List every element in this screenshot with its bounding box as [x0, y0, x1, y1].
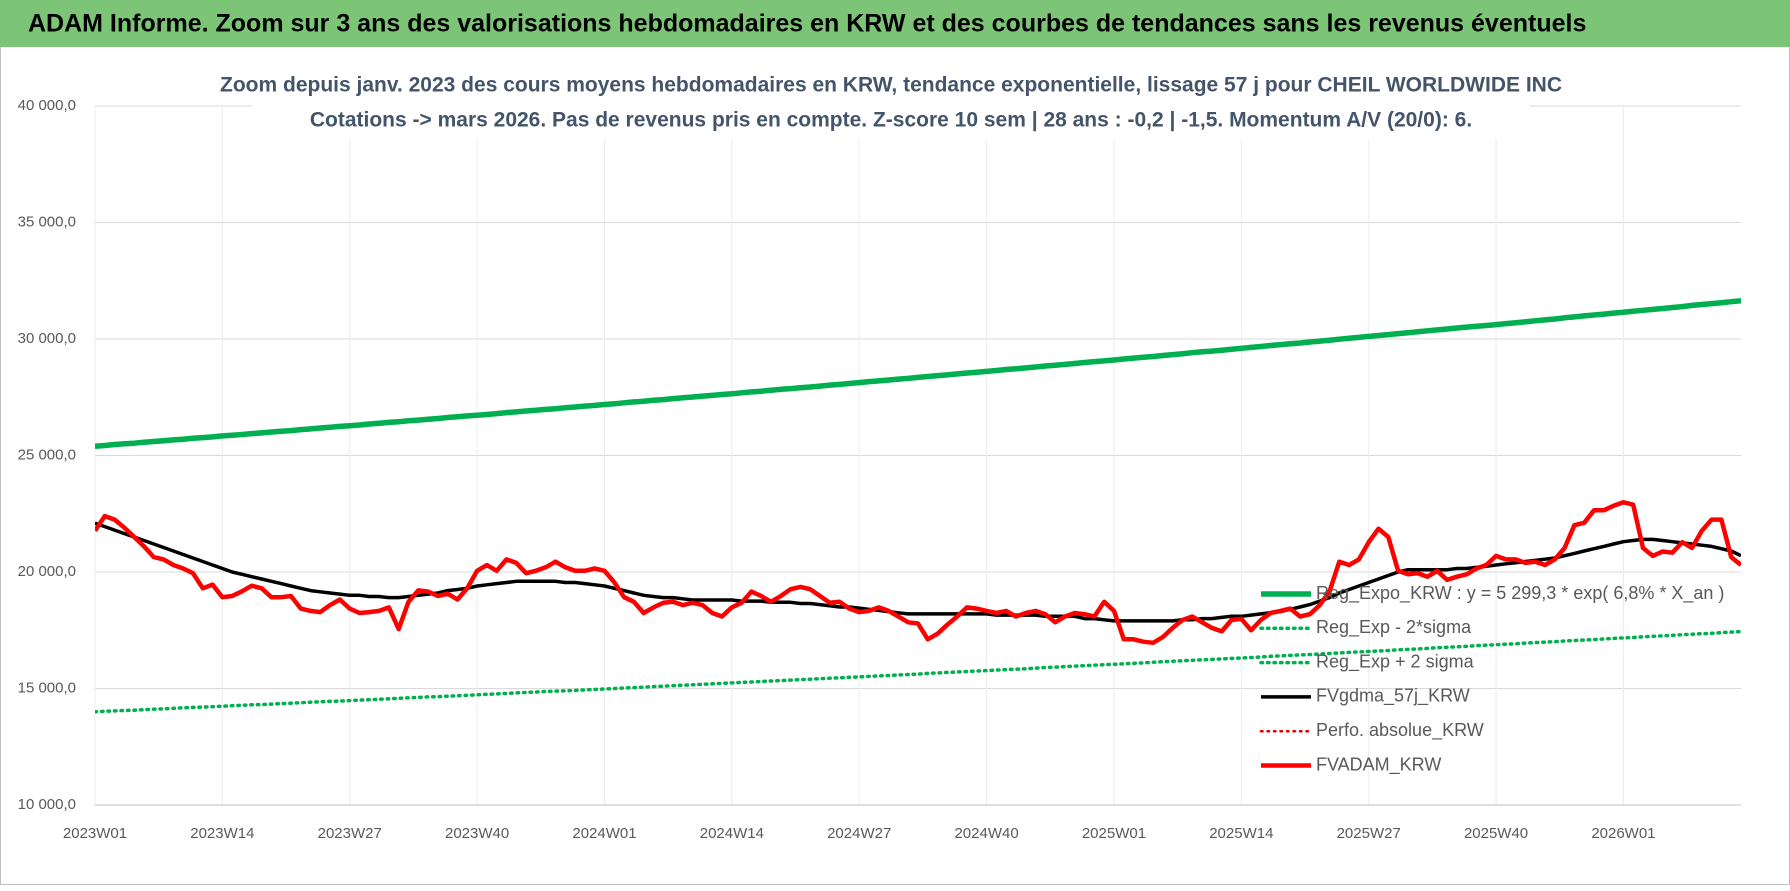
legend-label: FVADAM_KRW — [1316, 754, 1441, 775]
x-tick-label: 2025W40 — [1464, 825, 1528, 842]
series-line — [95, 521, 1741, 623]
plot — [95, 298, 1741, 714]
x-tick-label: 2025W01 — [1082, 825, 1146, 842]
legend-label: Perfo. absolue_KRW — [1316, 720, 1484, 741]
x-tick-label: 2023W14 — [190, 825, 254, 842]
x-tick-label: 2023W01 — [63, 825, 127, 842]
x-tick-label: 2023W27 — [318, 825, 382, 842]
y-tick-label: 40 000,0 — [18, 97, 76, 114]
y-tick-label: 35 000,0 — [18, 213, 76, 230]
header-bar — [0, 0, 1790, 47]
chart-subtitle: Cotations -> mars 2026. Pas de revenus p… — [310, 109, 1472, 132]
legend-label: Reg_Exp - 2*sigma — [1316, 617, 1472, 638]
legend-label: FVgdma_57j_KRW — [1316, 686, 1470, 707]
header-title: ADAM Informe. Zoom sur 3 ans des valoris… — [28, 10, 1586, 38]
y-tick-label: 20 000,0 — [18, 563, 76, 580]
title-box — [252, 66, 1530, 140]
x-tick-label: 2026W01 — [1591, 825, 1655, 842]
y-tick-label: 30 000,0 — [18, 330, 76, 347]
x-tick-label: 2025W14 — [1209, 825, 1273, 842]
y-tick-label: 15 000,0 — [18, 679, 76, 696]
x-tick-label: 2024W01 — [572, 825, 636, 842]
x-tick-label: 2024W40 — [954, 825, 1018, 842]
x-tick-label: 2024W27 — [827, 825, 891, 842]
series-line — [95, 629, 1741, 714]
x-tick-label: 2023W40 — [445, 825, 509, 842]
x-tick-label: 2025W27 — [1337, 825, 1401, 842]
series-line — [95, 500, 1741, 646]
chart-title: Zoom depuis janv. 2023 des cours moyens … — [220, 74, 1562, 97]
legend: Reg_Expo_KRW : y = 5 299,3 * exp( 6,8% *… — [1259, 583, 1724, 775]
x-tick-label: 2024W14 — [700, 825, 764, 842]
legend-label: Reg_Exp + 2 sigma — [1316, 651, 1475, 672]
y-tick-label: 25 000,0 — [18, 446, 76, 463]
series-line — [95, 298, 1741, 449]
y-tick-label: 10 000,0 — [18, 796, 76, 813]
legend-label: Reg_Expo_KRW : y = 5 299,3 * exp( 6,8% *… — [1316, 583, 1724, 604]
